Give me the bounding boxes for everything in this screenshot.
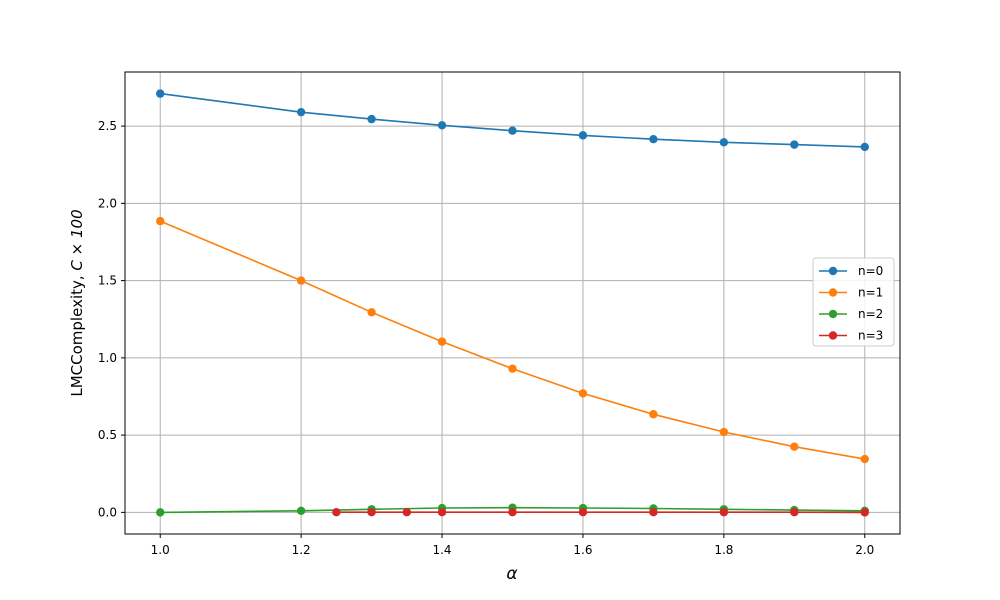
legend-label-n=2: n=2 (858, 307, 883, 321)
series-line-n=1 (159, 220, 865, 460)
data-point-n=3 (332, 508, 341, 517)
data-point-n=1 (860, 454, 869, 464)
data-point-n=3 (578, 508, 588, 517)
legend-box (812, 257, 895, 347)
data-point-n=0 (649, 135, 658, 144)
data-point-n=1 (719, 427, 729, 437)
data-point-n=3 (790, 508, 799, 517)
data-point-n=0 (156, 89, 165, 98)
legend-label-n=0: n=0 (858, 264, 883, 278)
y-axis-label-text: LMCComplexity, (68, 271, 86, 397)
data-point-n=0 (508, 126, 517, 135)
legend-marker-n=1 (828, 288, 838, 297)
legend-marker-n=0 (828, 266, 838, 276)
legend-marker-n=2 (828, 309, 838, 319)
y-tick-label: 1.5 (98, 274, 117, 288)
x-tick-label: 1.4 (432, 543, 451, 557)
x-tick-label: 2.0 (855, 543, 874, 557)
ticks: 1.0 1.2 1.4 1.6 1.8 2.0 0.0 0.5 1.0 1.5 2.0 2.5 (98, 119, 874, 557)
data-point-n=3 (860, 508, 869, 517)
data-point-n=1 (437, 337, 447, 346)
y-tick-label: 1.0 (98, 351, 117, 365)
data-point-n=0 (719, 138, 729, 147)
plot-frame (124, 71, 901, 535)
series-layer (156, 89, 869, 517)
data-point-n=1 (508, 364, 517, 373)
data-point-n=1 (578, 389, 588, 398)
legend-label-n=1: n=1 (858, 286, 883, 300)
x-axis-label: α (506, 564, 517, 584)
data-point-n=2 (296, 506, 306, 516)
data-point-n=0 (296, 107, 306, 117)
data-point-n=1 (367, 308, 376, 317)
y-tick-label: 0.5 (98, 428, 117, 442)
data-point-n=0 (437, 121, 447, 130)
y-axis-label-math: C × 100 (68, 209, 86, 270)
y-axis-label: LMCComplexity, C × 100 (68, 209, 86, 396)
y-tick-label: 2.5 (98, 119, 117, 133)
data-point-n=0 (860, 142, 869, 152)
data-point-n=0 (790, 140, 799, 149)
data-point-n=3 (367, 508, 376, 517)
x-tick-label: 1.2 (292, 543, 311, 557)
data-point-n=1 (296, 276, 306, 285)
data-point-n=3 (402, 508, 412, 517)
series-line-n=0 (160, 92, 865, 148)
data-point-n=1 (790, 442, 799, 451)
data-point-n=2 (156, 508, 165, 517)
x-tick-label: 1.6 (573, 543, 592, 557)
data-point-n=0 (578, 131, 588, 140)
legend: n=0 n=1 n=2 n=3 (812, 257, 895, 347)
data-point-n=3 (508, 508, 517, 517)
x-tick-label: 1.8 (714, 543, 733, 557)
data-point-n=3 (719, 508, 729, 517)
data-point-n=1 (156, 216, 165, 226)
x-tick-label: 1.0 (151, 543, 170, 557)
y-tick-label: 0.0 (98, 505, 117, 519)
data-point-n=3 (437, 508, 447, 517)
legend-marker-n=3 (828, 331, 838, 340)
data-point-n=0 (367, 114, 376, 124)
y-tick-label: 2.0 (98, 196, 117, 210)
grid (125, 72, 900, 534)
legend-label-n=3: n=3 (858, 329, 883, 343)
data-point-n=3 (649, 508, 658, 517)
data-point-n=1 (649, 410, 658, 419)
